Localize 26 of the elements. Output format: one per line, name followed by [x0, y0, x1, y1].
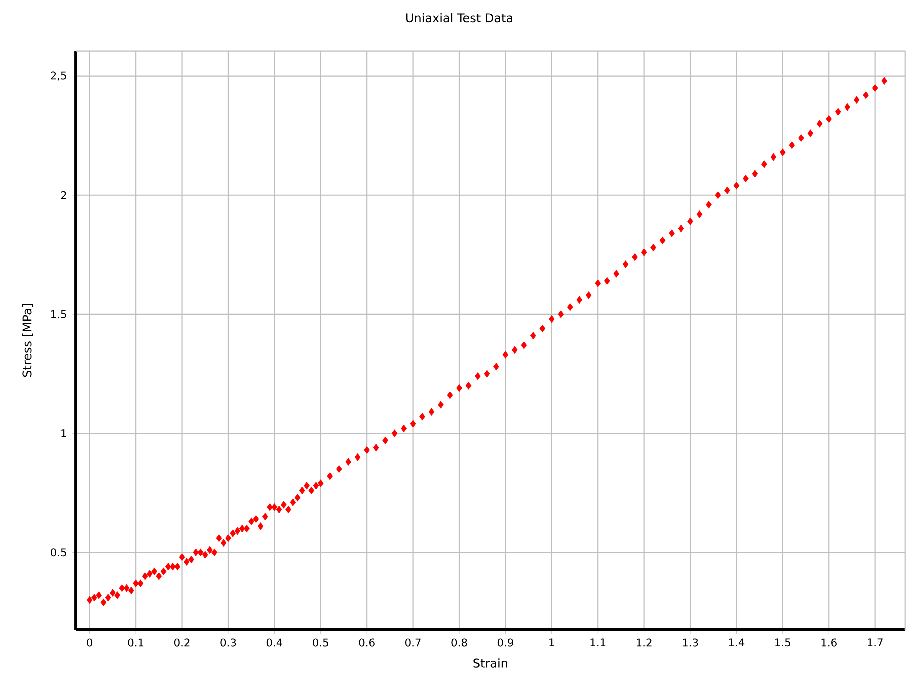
x-tick-label: 0.5 — [313, 638, 328, 647]
y-tick-label: 0.5 — [51, 548, 66, 557]
x-tick-label: 0.9 — [498, 638, 514, 647]
x-tick-label: 0.2 — [174, 638, 190, 647]
y-tick-label: 1 — [62, 430, 66, 438]
x-tick-label: 0.6 — [359, 638, 375, 647]
chart-title: Uniaxial Test Data — [406, 13, 512, 23]
x-tick-label: 1.7 — [868, 638, 883, 646]
x-axis-title: Strain — [474, 658, 508, 668]
x-tick-label: 1.3 — [683, 638, 698, 647]
x-tick-label: 0 — [87, 638, 93, 647]
y-tick-label: 2,5 — [51, 72, 66, 81]
x-tick-label: 1.6 — [822, 638, 837, 647]
y-tick-label: 1.5 — [52, 310, 66, 318]
y-tick-label: 2 — [61, 191, 66, 200]
x-tick-label: 0.1 — [128, 638, 144, 647]
x-tick-label: 1.5 — [776, 638, 790, 647]
x-tick-label: 0.7 — [406, 638, 421, 647]
x-tick-label: 0.4 — [266, 638, 283, 647]
x-tick-label: 0.3 — [220, 638, 236, 647]
x-tick-label: 0.8 — [452, 638, 468, 647]
x-tick-label: 1.2 — [636, 638, 652, 647]
y-axis-title: Stress [MPa] — [22, 304, 34, 378]
x-tick-label: 1 — [550, 638, 554, 646]
x-tick-label: 1.4 — [729, 638, 745, 646]
x-tick-label: 1.1 — [590, 638, 606, 646]
